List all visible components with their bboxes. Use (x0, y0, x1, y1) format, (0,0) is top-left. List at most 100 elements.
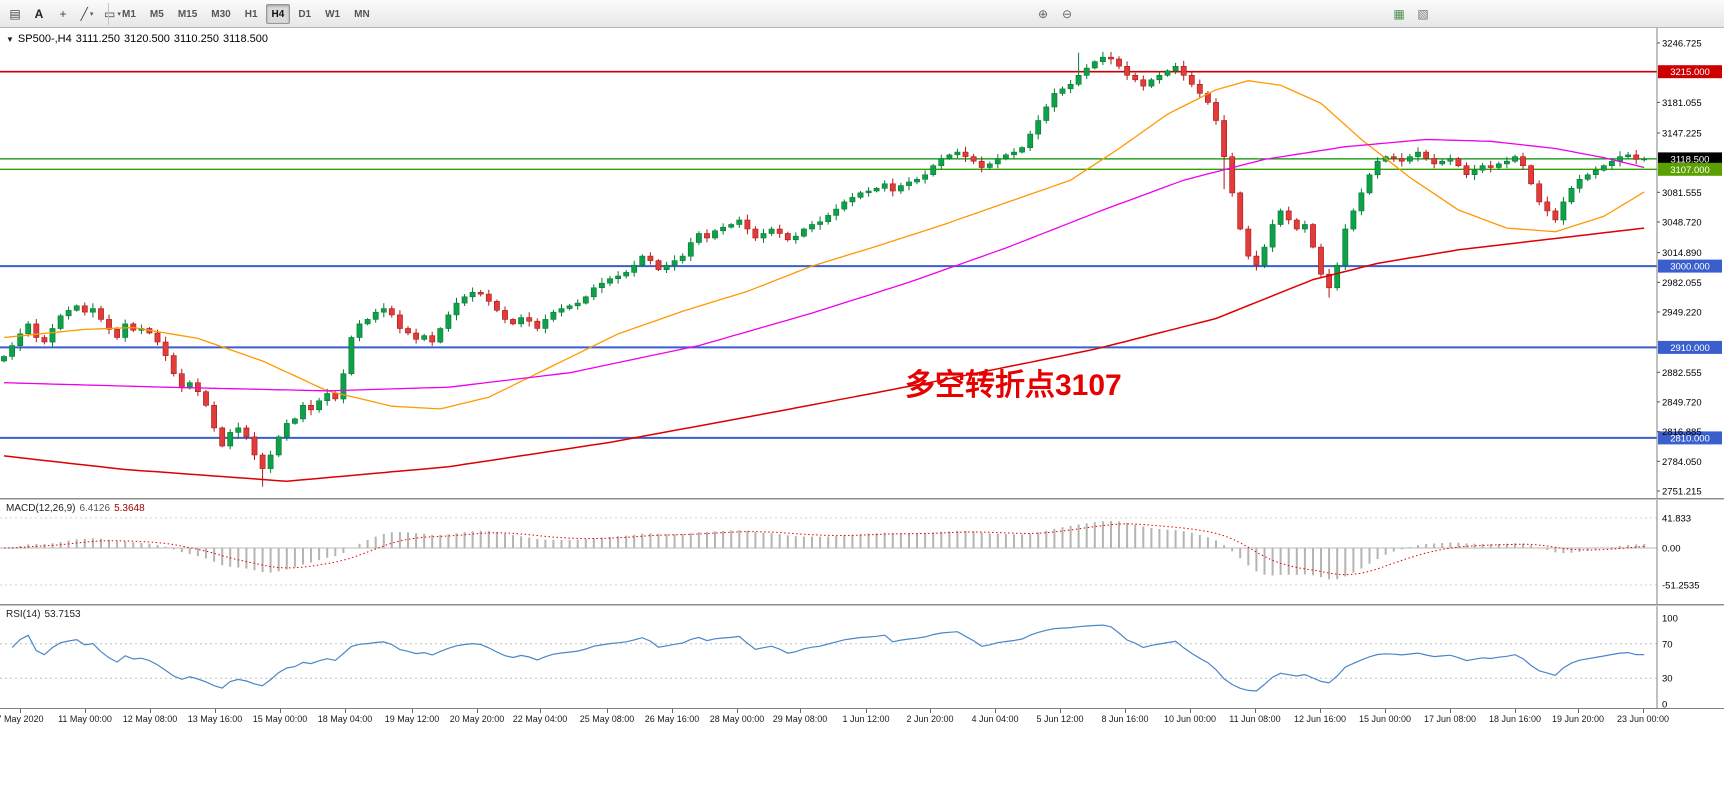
candle-body (203, 391, 209, 406)
macd-histogram-bar (1392, 548, 1395, 552)
macd-histogram-bar (196, 548, 199, 557)
candle-body (655, 260, 662, 270)
candle-body (106, 319, 112, 330)
macd-histogram-bar (1118, 521, 1120, 548)
timeframe-m5[interactable]: M5 (149, 8, 164, 20)
macd-histogram-bar (972, 531, 975, 548)
price-tag-2810.000: 2810.000 (1658, 431, 1722, 445)
macd-histogram-bar (180, 548, 183, 553)
candle-body (1390, 156, 1397, 159)
macd-histogram-bar (342, 548, 345, 553)
macd-histogram-bar (140, 542, 143, 548)
macd-histogram-bar (1408, 547, 1411, 548)
macd-histogram-bar (1546, 548, 1549, 550)
macd-histogram-bar (1142, 526, 1145, 548)
svg-text:3107.000: 3107.000 (1670, 165, 1710, 176)
text-label-tool[interactable]: A (28, 3, 50, 25)
time-label: 11 Jun 08:00 (1229, 714, 1281, 724)
macd-histogram-bar (1505, 543, 1508, 548)
candle-body (1415, 151, 1421, 157)
macd-panel-canvas[interactable]: 41.833 0.00 -51.2535 (0, 500, 1724, 604)
timeframe-mn[interactable]: MN (354, 8, 370, 20)
time-tick (345, 709, 346, 713)
timeframe-m30[interactable]: M30 (211, 8, 231, 20)
price-tick-label: 2882.555 (1662, 368, 1702, 379)
rsi-panel-canvas[interactable]: 100 70 30 0 (0, 606, 1724, 708)
time-label: 17 Jun 08:00 (1423, 714, 1477, 724)
candle-body (1544, 201, 1551, 212)
time-label: 11 May 00:00 (58, 714, 112, 724)
svg-text:3000.000: 3000.000 (1670, 262, 1710, 273)
charts-list-icon[interactable]: ▤ (4, 3, 26, 25)
symbol-period-label: SP500-,H4 (17, 33, 72, 45)
candle-body (1100, 56, 1106, 63)
macd-histogram-bar (213, 548, 216, 562)
candle-body (485, 293, 492, 302)
macd-histogram-bar (463, 532, 466, 548)
one-click-trading-toggle[interactable]: ▼ (6, 35, 14, 44)
candle-body (1310, 224, 1316, 248)
macd-label: MACD(12,26,9) 6.4126 5.3648 (6, 503, 145, 514)
candle-body (90, 308, 96, 313)
macd-histogram-bar (924, 533, 927, 548)
candle-body (615, 275, 621, 280)
timeframe-h4[interactable]: H4 (265, 4, 291, 24)
panel-splitter-rsi[interactable] (0, 604, 1724, 606)
trendline-tool[interactable]: ╱ ▾ (76, 3, 98, 25)
macd-histogram-bar (1239, 548, 1242, 559)
time-label: 19 Jun 20:00 (1551, 714, 1605, 724)
dropdown-arrow-icon[interactable]: ▾ (89, 11, 94, 18)
price-tick-label: 3014.890 (1662, 248, 1702, 259)
timeframe-w1[interactable]: W1 (325, 8, 341, 20)
price-tick-label: 2816.885 (1662, 427, 1702, 438)
template-icon[interactable]: ▧ (1417, 7, 1429, 21)
candle-body (380, 308, 387, 313)
chart-window-icon[interactable]: ▦ (1393, 7, 1405, 21)
macd-histogram-bar (988, 533, 991, 548)
macd-histogram-bar (714, 531, 716, 548)
time-axis[interactable]: 7 May 2020 11 May 00:00 12 May 08:00 13 May… (0, 708, 1724, 726)
crosshair-tool[interactable]: + (52, 3, 74, 25)
macd-histogram-bar (891, 533, 894, 548)
macd-histogram-bar (996, 533, 999, 548)
macd-histogram-bar (1093, 522, 1096, 548)
candle-body (825, 215, 832, 222)
macd-histogram-bar (649, 533, 652, 548)
time-label: 19 May 12:00 (384, 714, 440, 724)
shapes-tool[interactable]: ▭ ▾ (100, 3, 125, 25)
candle-body (631, 264, 638, 273)
candle-body (1091, 61, 1098, 69)
candle-body (469, 291, 476, 298)
macd-histogram-bar (1433, 543, 1436, 548)
candle-body (558, 308, 565, 313)
main-chart-canvas[interactable]: 3215.0003118.5003107.0003000.0002910.000… (0, 28, 1724, 498)
timeframe-d1[interactable]: D1 (298, 8, 312, 20)
macd-histogram-bar (495, 532, 498, 548)
panel-splitter-macd[interactable] (0, 498, 1724, 500)
candle-body (1342, 228, 1349, 266)
chart-tools-group: ▦ ▧ (1388, 3, 1434, 25)
dropdown-arrow-icon[interactable]: ▾ (117, 11, 121, 18)
zoom-out-icon[interactable]: ⊖ (1061, 7, 1073, 21)
timeframe-m15[interactable]: M15 (177, 8, 198, 20)
candle-body (542, 319, 549, 329)
time-tick (150, 709, 151, 713)
candle-body (534, 320, 541, 329)
time-label: 5 Jun 12:00 (1036, 714, 1084, 724)
candle-body (1407, 156, 1413, 162)
candle-body (639, 255, 646, 266)
candle-body (211, 404, 217, 429)
macd-histogram-bar (285, 548, 288, 570)
zoom-in-icon[interactable]: ⊕ (1037, 7, 1049, 21)
candle-body (776, 228, 783, 234)
time-tick (540, 709, 541, 713)
ohlc-close: 3118.500 (222, 33, 269, 45)
timeframe-h1[interactable]: H1 (244, 8, 258, 20)
candle-body (881, 183, 888, 189)
time-tick (1515, 709, 1516, 713)
macd-histogram-bar (245, 548, 248, 569)
chart-annotation-text[interactable]: 多空转折点3107 (905, 369, 1122, 402)
macd-histogram-bar (665, 534, 668, 548)
candle-body (1568, 188, 1575, 203)
timeframe-m1[interactable]: M1 (122, 8, 136, 20)
